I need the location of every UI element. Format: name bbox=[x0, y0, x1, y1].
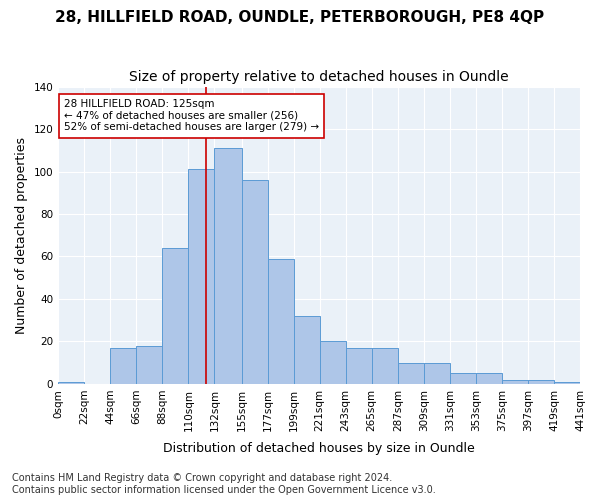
Bar bbox=[268, 258, 293, 384]
X-axis label: Distribution of detached houses by size in Oundle: Distribution of detached houses by size … bbox=[163, 442, 475, 455]
Bar bbox=[242, 180, 268, 384]
Bar bbox=[424, 362, 450, 384]
Y-axis label: Number of detached properties: Number of detached properties bbox=[15, 136, 28, 334]
Bar bbox=[110, 348, 136, 384]
Text: Contains HM Land Registry data © Crown copyright and database right 2024.
Contai: Contains HM Land Registry data © Crown c… bbox=[12, 474, 436, 495]
Bar bbox=[162, 248, 188, 384]
Bar bbox=[58, 382, 84, 384]
Bar bbox=[502, 380, 528, 384]
Bar bbox=[214, 148, 242, 384]
Bar bbox=[554, 382, 580, 384]
Bar bbox=[188, 170, 214, 384]
Bar bbox=[320, 342, 346, 384]
Bar bbox=[136, 346, 162, 384]
Bar bbox=[450, 374, 476, 384]
Bar bbox=[293, 316, 320, 384]
Bar bbox=[528, 380, 554, 384]
Text: 28, HILLFIELD ROAD, OUNDLE, PETERBOROUGH, PE8 4QP: 28, HILLFIELD ROAD, OUNDLE, PETERBOROUGH… bbox=[55, 10, 545, 25]
Text: 28 HILLFIELD ROAD: 125sqm
← 47% of detached houses are smaller (256)
52% of semi: 28 HILLFIELD ROAD: 125sqm ← 47% of detac… bbox=[64, 100, 319, 132]
Bar bbox=[476, 374, 502, 384]
Bar bbox=[372, 348, 398, 384]
Bar bbox=[346, 348, 372, 384]
Title: Size of property relative to detached houses in Oundle: Size of property relative to detached ho… bbox=[129, 70, 509, 84]
Bar bbox=[398, 362, 424, 384]
